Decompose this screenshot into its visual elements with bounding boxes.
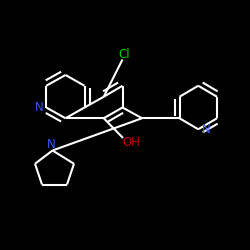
Text: N: N xyxy=(202,123,210,136)
Text: N: N xyxy=(47,138,56,151)
Text: OH: OH xyxy=(122,136,140,149)
Text: Cl: Cl xyxy=(119,48,130,60)
Text: N: N xyxy=(35,101,44,114)
